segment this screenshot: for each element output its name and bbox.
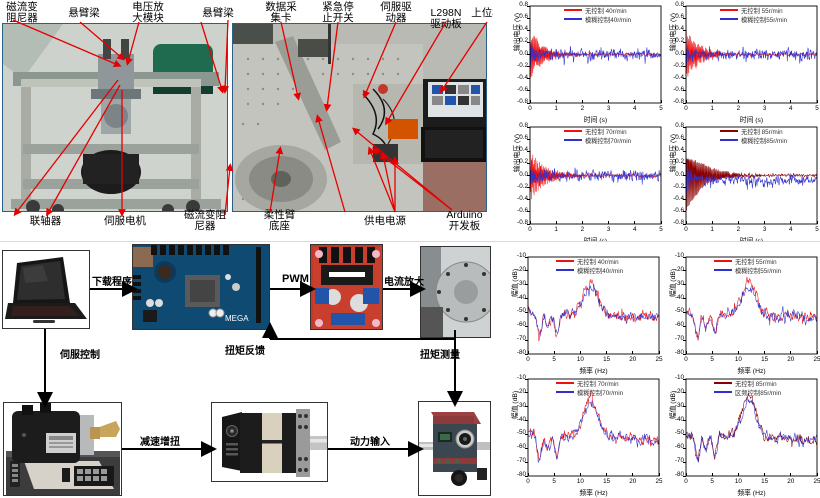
svg-text:MEGA: MEGA	[225, 314, 249, 323]
